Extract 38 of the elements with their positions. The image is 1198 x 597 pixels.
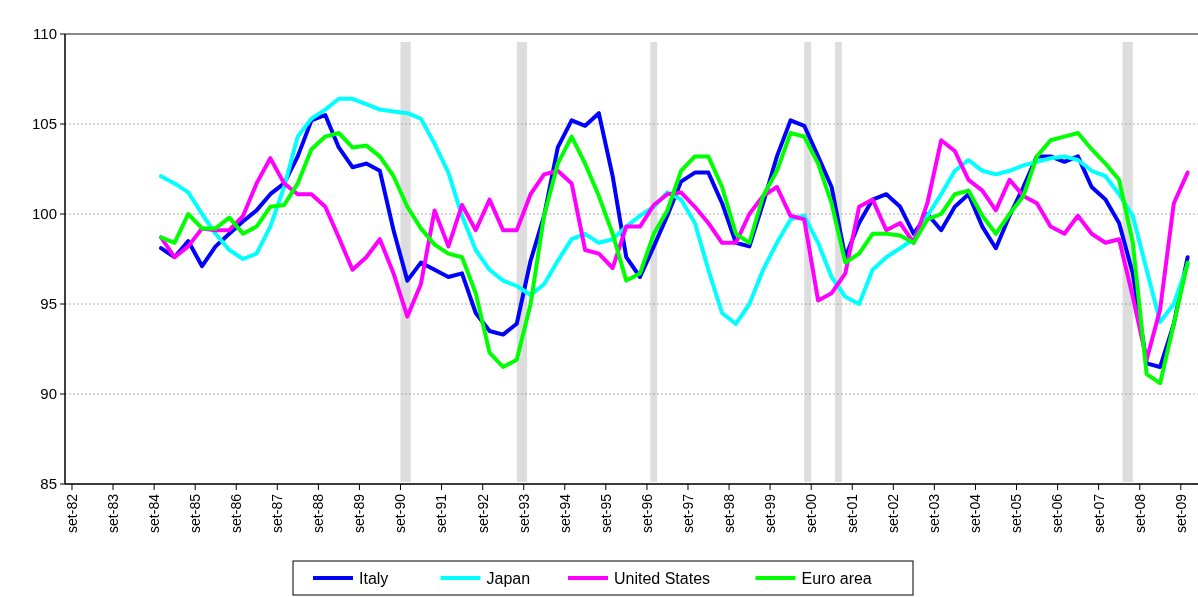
x-tick-label: set-97 (679, 493, 696, 533)
x-tick-label: set-07 (1090, 493, 1107, 533)
x-tick-label: set-98 (720, 493, 737, 533)
x-tick-label: set-82 (63, 493, 80, 533)
x-tick-label: set-84 (146, 493, 163, 533)
y-tick-label: 100 (31, 205, 57, 223)
x-tick-label: set-05 (1008, 493, 1025, 533)
x-tick-label: set-89 (351, 493, 368, 533)
x-tick-label: set-95 (597, 493, 614, 533)
x-tick-label: set-00 (803, 493, 820, 533)
x-tick-label: set-91 (433, 493, 450, 533)
x-tick-label: set-02 (885, 493, 902, 533)
legend-label: Euro area (801, 569, 872, 587)
y-tick-label: 90 (40, 385, 57, 403)
x-tick-label: set-04 (967, 493, 984, 533)
x-tick-label: set-09 (1172, 493, 1189, 533)
x-tick-label: set-94 (556, 493, 573, 533)
x-tick-label: set-92 (474, 493, 491, 533)
y-tick-label: 105 (31, 115, 57, 133)
x-tick-label: set-85 (187, 493, 204, 533)
x-tick-label: set-83 (104, 493, 121, 533)
x-tick-label: set-08 (1131, 493, 1148, 533)
x-tick-label: set-87 (269, 493, 286, 533)
x-tick-label: set-90 (392, 493, 409, 533)
x-tick-label: set-99 (761, 493, 778, 533)
y-tick-label: 85 (40, 475, 57, 493)
legend-label: Japan (486, 569, 531, 587)
legend-label: Italy (359, 569, 389, 587)
y-tick-label: 95 (40, 295, 57, 313)
x-tick-label: set-06 (1049, 493, 1066, 533)
legend-label: United States (614, 569, 711, 587)
x-tick-label: set-01 (844, 493, 861, 533)
x-tick-label: set-03 (926, 493, 943, 533)
x-tick-label: set-96 (638, 493, 655, 533)
y-tick-label: 110 (33, 25, 57, 43)
x-tick-label: set-88 (310, 493, 327, 533)
x-tick-label: set-93 (515, 493, 532, 533)
x-tick-label: set-86 (228, 493, 245, 533)
